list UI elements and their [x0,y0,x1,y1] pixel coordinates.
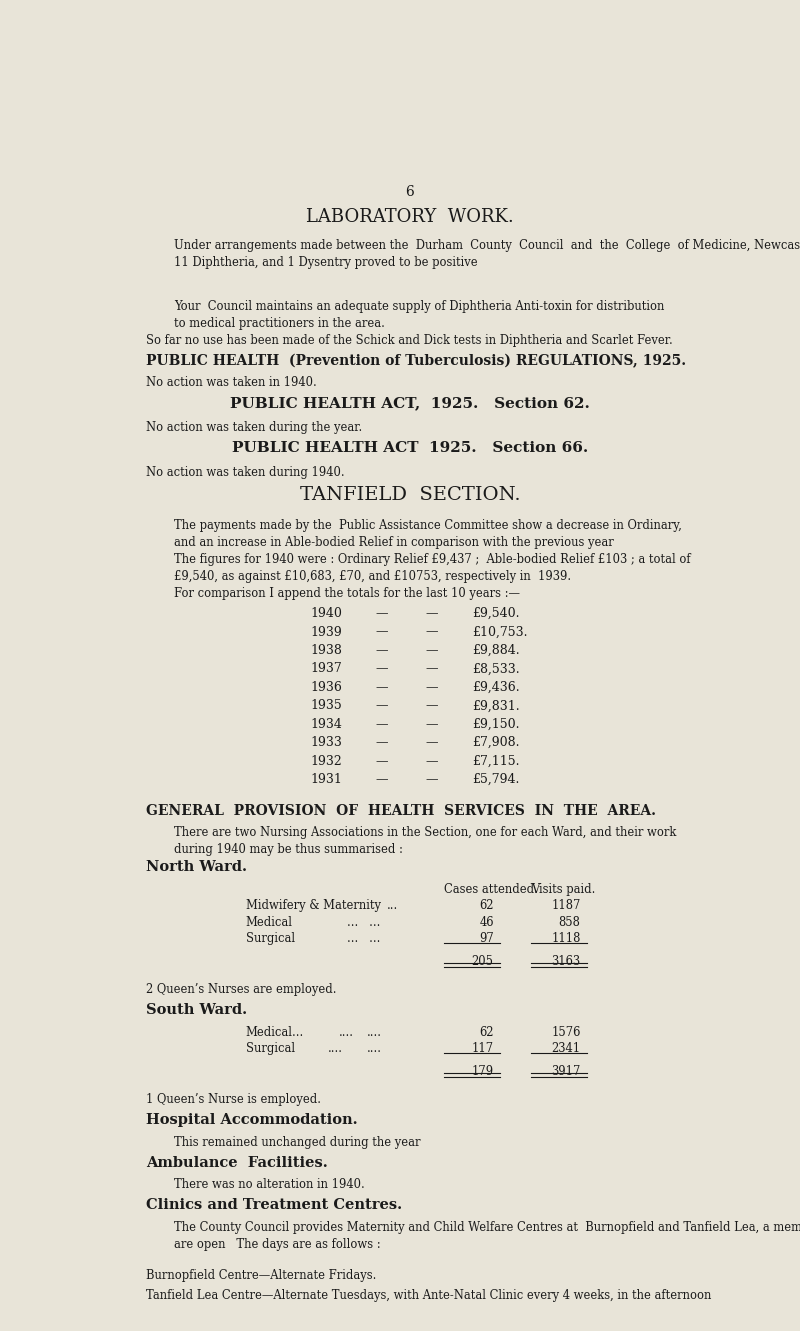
Text: —: — [376,681,388,693]
Text: PUBLIC HEALTH ACT  1925.   Section 66.: PUBLIC HEALTH ACT 1925. Section 66. [232,441,588,455]
Text: £10,753.: £10,753. [472,626,527,639]
Text: —: — [426,699,438,712]
Text: This remained unchanged during the year: This remained unchanged during the year [174,1135,421,1149]
Text: The figures for 1940 were : Ordinary Relief £9,437 ;  Able-bodied Relief £103 ; : The figures for 1940 were : Ordinary Rel… [174,554,691,583]
Text: 1576: 1576 [551,1026,581,1038]
Text: No action was taken during 1940.: No action was taken during 1940. [146,466,345,479]
Text: 1940: 1940 [310,607,342,620]
Text: ....: .... [338,1026,354,1038]
Text: There was no alteration in 1940.: There was no alteration in 1940. [174,1178,365,1191]
Text: 1939: 1939 [310,626,342,639]
Text: ...   ...: ... ... [346,932,380,945]
Text: —: — [376,699,388,712]
Text: Under arrangements made between the  Durham  County  Council  and  the  College : Under arrangements made between the Durh… [174,238,800,269]
Text: £7,908.: £7,908. [472,736,519,749]
Text: —: — [376,644,388,658]
Text: Tanfield Lea Centre—Alternate Tuesdays, with Ante-Natal Clinic every 4 weeks, in: Tanfield Lea Centre—Alternate Tuesdays, … [146,1288,712,1302]
Text: ...: ... [386,900,398,912]
Text: 1931: 1931 [310,773,342,787]
Text: —: — [426,663,438,675]
Text: £9,150.: £9,150. [472,717,519,731]
Text: —: — [426,607,438,620]
Text: Visits paid.: Visits paid. [531,882,595,896]
Text: 1933: 1933 [310,736,342,749]
Text: £5,794.: £5,794. [472,773,519,787]
Text: —: — [426,736,438,749]
Text: 1 Queen’s Nurse is employed.: 1 Queen’s Nurse is employed. [146,1093,322,1106]
Text: No action was taken in 1940.: No action was taken in 1940. [146,377,318,390]
Text: North Ward.: North Ward. [146,860,247,874]
Text: Cases attended.: Cases attended. [444,882,538,896]
Text: 179: 179 [471,1065,494,1078]
Text: Ambulance  Facilities.: Ambulance Facilities. [146,1155,328,1170]
Text: Burnopfield Centre—Alternate Fridays.: Burnopfield Centre—Alternate Fridays. [146,1268,377,1282]
Text: —: — [376,755,388,768]
Text: PUBLIC HEALTH ACT,  1925.   Section 62.: PUBLIC HEALTH ACT, 1925. Section 62. [230,397,590,410]
Text: —: — [426,644,438,658]
Text: —: — [426,773,438,787]
Text: £9,884.: £9,884. [472,644,520,658]
Text: PUBLIC HEALTH  (Prevention of Tuberculosis) REGULATIONS, 1925.: PUBLIC HEALTH (Prevention of Tuberculosi… [146,354,686,369]
Text: 2 Queen’s Nurses are employed.: 2 Queen’s Nurses are employed. [146,984,337,996]
Text: 3163: 3163 [551,954,581,968]
Text: Surgical: Surgical [246,1042,295,1055]
Text: For comparison I append the totals for the last 10 years :—: For comparison I append the totals for t… [174,587,520,600]
Text: £9,540.: £9,540. [472,607,519,620]
Text: —: — [426,626,438,639]
Text: 1935: 1935 [310,699,342,712]
Text: Your  Council maintains an adequate supply of Diphtheria Anti-toxin for distribu: Your Council maintains an adequate suppl… [174,299,665,330]
Text: Hospital Accommodation.: Hospital Accommodation. [146,1113,358,1127]
Text: Medical...: Medical... [246,1026,304,1038]
Text: TANFIELD  SECTION.: TANFIELD SECTION. [300,486,520,503]
Text: 62: 62 [479,900,494,912]
Text: £9,436.: £9,436. [472,681,520,693]
Text: 1118: 1118 [551,932,581,945]
Text: ....: .... [366,1042,382,1055]
Text: Medical: Medical [246,916,293,929]
Text: ....: .... [328,1042,343,1055]
Text: Midwifery & Maternity: Midwifery & Maternity [246,900,381,912]
Text: 46: 46 [479,916,494,929]
Text: —: — [426,681,438,693]
Text: LABORATORY  WORK.: LABORATORY WORK. [306,208,514,226]
Text: —: — [376,717,388,731]
Text: No action was taken during the year.: No action was taken during the year. [146,421,362,434]
Text: Surgical: Surgical [246,932,295,945]
Text: 3917: 3917 [551,1065,581,1078]
Text: ....: .... [366,1026,382,1038]
Text: —: — [376,663,388,675]
Text: £9,831.: £9,831. [472,699,520,712]
Text: —: — [376,626,388,639]
Text: 1187: 1187 [551,900,581,912]
Text: £7,115.: £7,115. [472,755,519,768]
Text: —: — [376,773,388,787]
Text: 62: 62 [479,1026,494,1038]
Text: —: — [376,736,388,749]
Text: 858: 858 [558,916,581,929]
Text: South Ward.: South Ward. [146,1004,248,1017]
Text: 1937: 1937 [310,663,342,675]
Text: 1934: 1934 [310,717,342,731]
Text: 205: 205 [472,954,494,968]
Text: So far no use has been made of the Schick and Dick tests in Diphtheria and Scarl: So far no use has been made of the Schic… [146,334,674,347]
Text: —: — [376,607,388,620]
Text: The County Council provides Maternity and Child Welfare Centres at  Burnopfield : The County Council provides Maternity an… [174,1221,800,1251]
Text: ...   ...: ... ... [346,916,380,929]
Text: 2341: 2341 [551,1042,581,1055]
Text: 1938: 1938 [310,644,342,658]
Text: —: — [426,717,438,731]
Text: 1932: 1932 [310,755,342,768]
Text: GENERAL  PROVISION  OF  HEALTH  SERVICES  IN  THE  AREA.: GENERAL PROVISION OF HEALTH SERVICES IN … [146,804,657,817]
Text: 97: 97 [479,932,494,945]
Text: 1936: 1936 [310,681,342,693]
Text: 6: 6 [406,185,414,200]
Text: 117: 117 [471,1042,494,1055]
Text: The payments made by the  Public Assistance Committee show a decrease in Ordinar: The payments made by the Public Assistan… [174,519,682,550]
Text: Clinics and Treatment Centres.: Clinics and Treatment Centres. [146,1198,402,1213]
Text: £8,533.: £8,533. [472,663,520,675]
Text: —: — [426,755,438,768]
Text: There are two Nursing Associations in the Section, one for each Ward, and their : There are two Nursing Associations in th… [174,827,677,856]
